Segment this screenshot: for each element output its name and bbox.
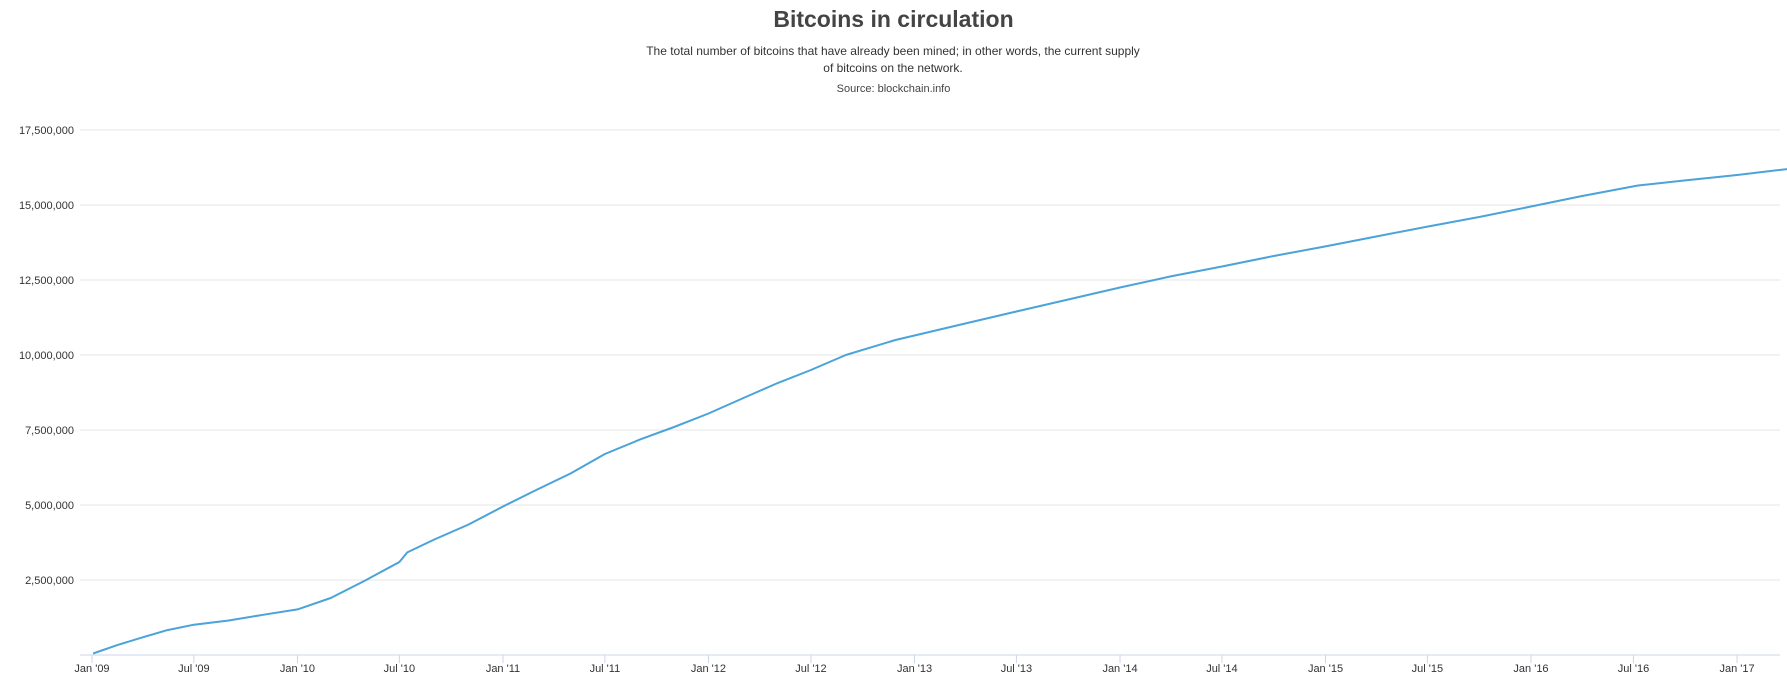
x-tick-label: Jul '16 [1618,663,1649,675]
x-tick-label: Jan '09 [74,663,109,675]
x-tick-label: Jan '10 [280,663,315,675]
y-tick-label: 2,500,000 [25,575,74,587]
grid-lines [80,129,1780,581]
x-tick-label: Jul '15 [1412,663,1443,675]
x-tick-label: Jul '10 [384,663,415,675]
chart-source: Source: blockchain.info [836,83,951,95]
x-tick-label: Jan '17 [1719,663,1754,675]
y-tick-label: 5,000,000 [25,500,74,512]
y-tick-label: 17,500,000 [19,125,74,137]
y-tick-label: 10,000,000 [19,350,74,362]
series-layer [92,168,1787,655]
x-tick-label: Jul '11 [590,663,621,675]
y-tick-label: 12,500,000 [19,275,74,287]
x-tick-label: Jul '09 [178,663,209,675]
x-tick-label: Jan '14 [1102,663,1137,675]
x-tick-label: Jan '13 [897,663,932,675]
y-axis: 2,500,000 5,000,000 7,500,000 10,000,000 12,… [19,125,74,587]
x-tick-label: Jan '15 [1308,663,1343,675]
x-tick-label: Jul '13 [1001,663,1032,675]
x-axis: Jan '09 Jul '09 Jan '10 Jul '10 Jan '11 Jul '… [74,654,1780,675]
x-tick-label: Jul '12 [795,663,826,675]
chart-subtitle: The total number of bitcoins that have a… [646,44,1140,75]
x-tick-label: Jul '14 [1206,663,1237,675]
x-tick-label: Jan '16 [1513,663,1548,675]
series-line [92,168,1787,655]
x-tick-label: Jan '12 [691,663,726,675]
chart-title: Bitcoins in circulation [773,6,1014,32]
x-tick-label: Jan '11 [486,663,520,675]
y-tick-label: 15,000,000 [19,200,74,212]
y-tick-label: 7,500,000 [25,425,74,437]
